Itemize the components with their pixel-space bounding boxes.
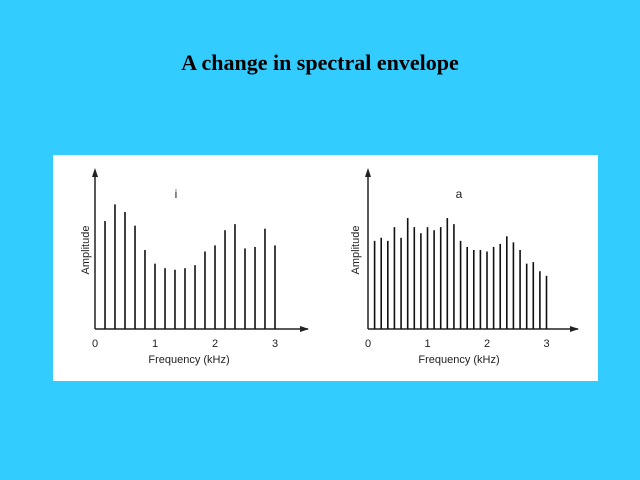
x-tick-label: 3 bbox=[543, 338, 549, 350]
panel-label: i bbox=[175, 187, 178, 201]
figure-panel: 0 1 2 3 Frequency (kHz) Amplitude i 0 1 2 3 Frequen… bbox=[53, 155, 598, 381]
panel-label: a bbox=[456, 187, 463, 201]
x-axis-label: Frequency (kHz) bbox=[148, 354, 229, 366]
x-tick-label: 1 bbox=[424, 338, 430, 350]
x-tick-label: 3 bbox=[272, 338, 278, 350]
x-tick-label: 2 bbox=[212, 338, 218, 350]
y-axis-arrow bbox=[92, 168, 98, 177]
x-tick-label: 2 bbox=[484, 338, 490, 350]
y-axis-label: Amplitude bbox=[350, 226, 362, 275]
slide-title: A change in spectral envelope bbox=[181, 50, 459, 75]
spectrum-panel-a: 0 1 2 3 Frequency (kHz) Amplitude a bbox=[350, 168, 579, 366]
x-axis-arrow bbox=[300, 326, 309, 332]
x-axis-label: Frequency (kHz) bbox=[418, 354, 499, 366]
x-axis-arrow bbox=[570, 326, 579, 332]
x-tick-label: 0 bbox=[365, 338, 371, 350]
y-axis-arrow bbox=[365, 168, 371, 177]
y-axis-label: Amplitude bbox=[80, 226, 92, 275]
x-tick-label: 1 bbox=[152, 338, 158, 350]
x-tick-label: 0 bbox=[92, 338, 98, 350]
spectrum-panel-i: 0 1 2 3 Frequency (kHz) Amplitude i bbox=[80, 168, 309, 366]
spectra-figure: 0 1 2 3 Frequency (kHz) Amplitude i 0 1 2 3 Frequen… bbox=[80, 168, 579, 366]
